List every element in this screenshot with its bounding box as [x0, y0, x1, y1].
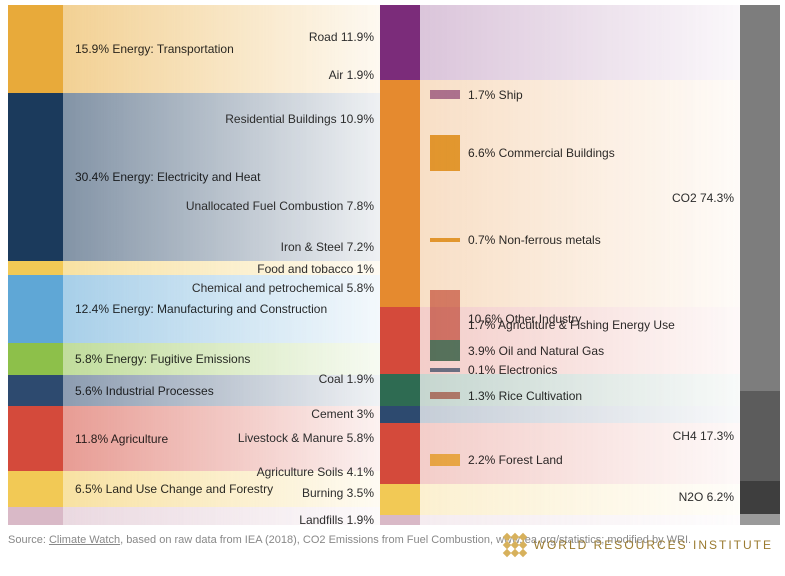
flow-c2-comm_build	[420, 149, 740, 185]
c2-node-cement	[380, 406, 420, 422]
c1-node-fugitive	[8, 343, 63, 375]
c2-label-coal: Coal 1.9%	[319, 372, 374, 386]
c2-node-agri_fish	[380, 365, 420, 374]
c4-label-ch4: CH4 17.3%	[673, 429, 734, 443]
c2-label-res_build: Residential Buildings 10.9%	[225, 112, 374, 126]
c2-node-road	[380, 5, 420, 70]
c1-node-landuse	[8, 471, 63, 507]
c1-node-other_fuel	[8, 261, 63, 275]
c2-node-chem	[380, 272, 420, 304]
flow-c2-oil_gas	[420, 385, 740, 406]
flow-c2-coal	[420, 374, 740, 384]
c2-label-road: Road 11.9%	[309, 30, 374, 44]
c2-node-rice	[380, 454, 420, 461]
c4-label-co2: CO2 74.3%	[672, 191, 734, 205]
c2-label-chem: Chemical and petrochemical 5.8%	[192, 281, 374, 295]
c1-node-agri	[8, 406, 63, 471]
c2-node-other_ind	[380, 307, 420, 365]
c1-node-waste	[8, 507, 63, 525]
c1-node-manu	[8, 275, 63, 344]
wri-logo-icon	[504, 534, 526, 556]
c2-node-forest	[380, 503, 420, 515]
c2-node-landfill	[380, 515, 420, 525]
c2-label-air: Air 1.9%	[329, 68, 374, 82]
flow-c2-cement	[420, 406, 740, 422]
c2-label-burning: Burning 3.5%	[302, 486, 374, 500]
c2-label-livestock: Livestock & Manure 5.8%	[238, 431, 374, 445]
c4-label-n2o: N2O 6.2%	[679, 490, 734, 504]
flow-c2-forest	[420, 503, 740, 515]
c2-label-cement: Cement 3%	[311, 407, 374, 421]
c1-node-transport	[8, 5, 63, 93]
c1-node-ind_proc	[8, 375, 63, 406]
c2-label-landfill: Landfills 1.9%	[299, 513, 374, 527]
flow-c2-air	[420, 70, 740, 80]
flow-c2-landfill	[420, 515, 740, 525]
flow-c2-chem	[420, 272, 740, 304]
flow-c2-agri_fish	[420, 365, 740, 374]
c2-node-livestock	[380, 423, 420, 455]
c4-node-fgas	[740, 514, 780, 525]
c2-label-agrisoil: Agriculture Soils 4.1%	[257, 465, 374, 479]
c2-label-food: Food and tobacco 1%	[257, 262, 374, 276]
c2-node-res_build	[380, 89, 420, 148]
c2-node-comm_build	[380, 149, 420, 185]
c4-node-n2o	[740, 481, 780, 513]
wri-logo: WORLD RESOURCES INSTITUTE	[504, 534, 773, 556]
wri-text: WORLD RESOURCES INSTITUTE	[534, 538, 773, 552]
flow-c2-other_ind	[420, 307, 740, 365]
c2-node-coal	[380, 374, 420, 384]
source-link[interactable]: Climate Watch	[49, 534, 120, 546]
c2-node-unalloc	[380, 185, 420, 227]
c4-node-co2	[740, 5, 780, 391]
c2-node-iron	[380, 227, 420, 266]
sankey-chart: 15.9% Energy: Transportation30.4% Energy…	[0, 0, 785, 530]
c2-node-air	[380, 70, 420, 80]
c2-node-oil_gas	[380, 385, 420, 406]
c2-label-unalloc: Unallocated Fuel Combustion 7.8%	[186, 199, 374, 213]
c2-node-burning	[380, 484, 420, 503]
source-prefix: Source:	[8, 534, 49, 546]
flow-c2-rice	[420, 454, 740, 461]
flow-c2-res_build	[420, 89, 740, 148]
flow-c2-agrisoil	[420, 461, 740, 483]
c2-node-agrisoil	[380, 461, 420, 483]
flow-c2-ship	[420, 80, 740, 89]
flow-c1-fugitive	[63, 343, 380, 375]
c2-node-ship	[380, 80, 420, 89]
flow-c2-iron	[420, 227, 740, 266]
c2-label-iron: Iron & Steel 7.2%	[281, 240, 374, 254]
c4-node-ch4	[740, 391, 780, 481]
flow-c2-road	[420, 5, 740, 70]
c1-node-elec_heat	[8, 93, 63, 261]
